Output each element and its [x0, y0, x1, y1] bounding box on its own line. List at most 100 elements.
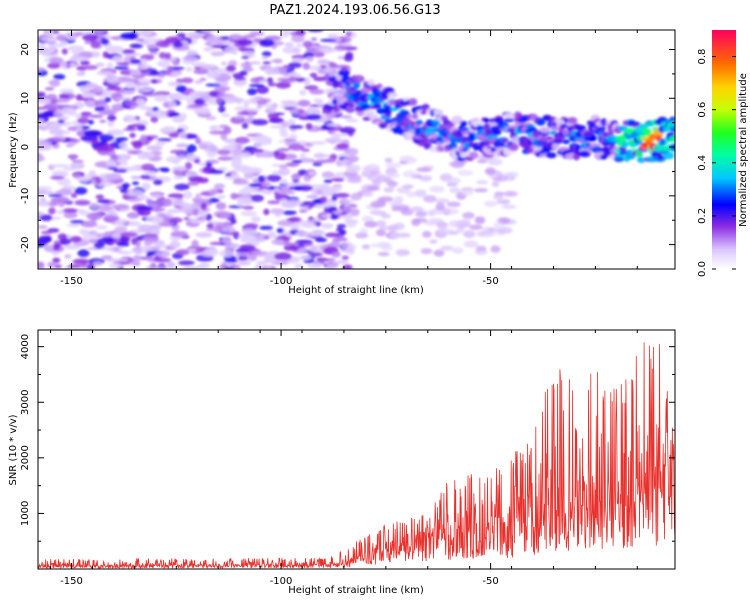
spectrogram-signal-cell [376, 83, 383, 89]
spectrogram-noise-cell [249, 61, 261, 65]
spectrogram-noise-cell [307, 30, 324, 33]
spectrogram-noise-cell [485, 167, 496, 176]
spectrogram-noise-cell [339, 160, 353, 167]
spectrogram-noise-cell [394, 196, 404, 204]
spectrogram-noise-cell [48, 202, 59, 207]
spectrogram-noise-cell [346, 247, 356, 256]
spectrogram-noise-cell [86, 212, 103, 220]
spectrogram-noise-cell [254, 264, 263, 269]
colorbar-tick-label: 0.0 [697, 261, 708, 277]
spectrogram-noise-cell [181, 56, 199, 62]
spectrogram-noise-cell [261, 51, 272, 57]
spectrogram-noise-cell [487, 158, 503, 166]
spectrogram-noise-cell [134, 241, 142, 247]
spectrogram-noise-cell [38, 140, 48, 148]
spectrogram-noise-cell [81, 91, 96, 98]
spectrogram-noise-cell [69, 235, 82, 243]
spectrogram-noise-cell [219, 249, 235, 258]
spectrogram-noise-cell [168, 93, 183, 101]
spectrogram-noise-cell [168, 100, 177, 108]
spectrogram-noise-cell [304, 85, 319, 91]
spectrogram-noise-cell [294, 263, 304, 269]
spectrogram-noise-cell [335, 227, 344, 232]
spectrogram-noise-cell [285, 183, 298, 187]
spectrogram-noise-cell [146, 145, 163, 151]
spectrogram-noise-cell [274, 152, 287, 160]
spectrogram-noise-cell [209, 130, 225, 135]
spectrogram-noise-cell [175, 165, 186, 171]
spectrogram-noise-cell [186, 144, 197, 153]
spectrogram-noise-cell [230, 218, 237, 225]
spectrogram-noise-cell [192, 208, 200, 216]
spectrogram-noise-cell [38, 188, 48, 196]
spectrogram-noise-cell [63, 211, 78, 219]
spectrogram-noise-cell [170, 72, 183, 76]
spectrogram-signal-cell [593, 147, 602, 153]
spectrogram-noise-cell [279, 126, 288, 135]
spectrogram-noise-cell [237, 260, 251, 266]
snr-xtick-label: -100 [270, 576, 293, 587]
spectrogram-noise-cell [132, 141, 143, 149]
spectrogram-noise-cell [121, 182, 131, 189]
spectrogram-noise-cell [322, 200, 338, 208]
spectrogram-signal-cell [508, 143, 519, 151]
spectrogram-noise-cell [107, 166, 118, 170]
spectrogram-noise-cell [208, 169, 224, 174]
spectrogram-noise-cell [154, 91, 171, 96]
spectrogram-noise-cell [325, 264, 339, 268]
spectrogram-noise-cell [324, 232, 341, 238]
spectrogram-noise-cell [235, 252, 252, 257]
spectrogram-noise-cell [284, 42, 294, 48]
spectrogram-signal-cell [360, 86, 370, 95]
spectrogram-noise-cell [280, 100, 298, 104]
spectrogram-noise-cell [247, 254, 258, 262]
spectrogram-noise-cell [301, 148, 311, 152]
spectrogram-noise-cell [259, 39, 275, 47]
spectrogram-noise-cell [286, 217, 300, 222]
spectrogram-noise-cell [263, 236, 270, 240]
spectrogram-cell-group [38, 30, 675, 269]
spectrogram-signal-cell [545, 136, 554, 141]
spectrogram-noise-cell [361, 244, 371, 250]
spectrogram-noise-cell [314, 237, 328, 243]
spectrogram-noise-cell [331, 132, 340, 139]
spectrogram-noise-cell [185, 32, 204, 37]
spectrogram-signal-cell [388, 93, 396, 100]
figure-title: PAZ1.2024.193.06.56.G13 [269, 3, 440, 18]
spectrogram-noise-cell [252, 177, 259, 184]
spectrogram-noise-cell [169, 240, 181, 249]
spectrogram-noise-cell [292, 222, 300, 229]
spectrogram-noise-cell [203, 166, 212, 172]
spectrogram-noise-cell [57, 178, 71, 186]
spectrogram-noise-cell [429, 239, 438, 244]
spectrogram-noise-cell [56, 98, 70, 103]
spectrogram-noise-cell [83, 65, 98, 70]
spectrogram-noise-cell [162, 198, 172, 202]
spectrogram-noise-cell [67, 45, 85, 52]
spectrogram-noise-cell [224, 45, 238, 54]
spectrogram-noise-cell [88, 238, 100, 244]
spectrogram-signal-cell [636, 157, 647, 163]
spectrogram-noise-cell [53, 243, 61, 251]
spectrogram-noise-cell [76, 176, 91, 183]
spectrogram-noise-cell [156, 266, 168, 269]
spectrogram-noise-cell [119, 32, 138, 40]
spectrogram-noise-cell [138, 87, 153, 93]
spectrogram-noise-cell [331, 251, 341, 258]
spectrogram-noise-cell [440, 245, 454, 251]
spectrogram-noise-cell [181, 96, 191, 101]
spectrogram-noise-cell [79, 60, 90, 66]
spectrogram-noise-cell [433, 249, 445, 257]
spectrogram-noise-cell [345, 147, 359, 156]
spectrogram-noise-cell [154, 141, 166, 146]
spectrogram-noise-cell [192, 91, 206, 96]
spectrogram-noise-cell [73, 31, 84, 36]
spectrogram-signal-cell [483, 117, 490, 123]
spectrogram-noise-cell [64, 254, 72, 259]
spectrogram-noise-cell [313, 159, 331, 164]
spectrogram-noise-cell [372, 179, 382, 187]
spectrogram-noise-cell [313, 76, 328, 82]
spectrogram-noise-cell [116, 250, 124, 254]
colorbar-tick-label: 0.6 [697, 102, 708, 118]
